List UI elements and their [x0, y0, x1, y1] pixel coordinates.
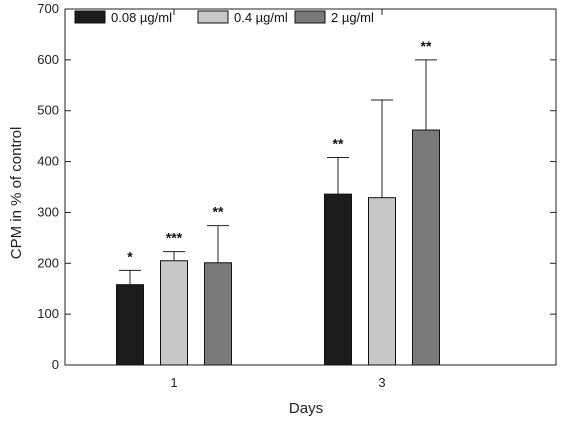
y-tick-label: 400 — [37, 154, 59, 169]
bar — [412, 129, 440, 366]
legend-swatch — [197, 10, 229, 24]
bar — [324, 193, 352, 366]
y-tick-label: 700 — [37, 1, 59, 16]
y-tick-label: 600 — [37, 52, 59, 67]
x-axis-title: Days — [289, 400, 323, 417]
significance-label: ** — [333, 136, 344, 152]
bar — [116, 284, 144, 366]
y-tick-label: 200 — [37, 255, 59, 270]
bar — [368, 197, 396, 366]
bar — [160, 260, 188, 366]
significance-label: *** — [166, 230, 183, 246]
y-tick-label: 100 — [37, 306, 59, 321]
legend-label: 2 µg/ml — [331, 10, 374, 25]
legend-swatch — [294, 10, 326, 24]
x-tick-label: 1 — [170, 375, 177, 390]
plot-frame — [64, 8, 557, 366]
y-axis-title: CPM in % of control — [8, 127, 25, 260]
legend-label: 0.08 µg/ml — [111, 10, 172, 25]
significance-label: * — [127, 248, 133, 264]
legend-swatch — [74, 10, 106, 24]
y-tick-label: 300 — [37, 204, 59, 219]
legend-label: 0.4 µg/ml — [234, 10, 288, 25]
significance-label: ** — [213, 204, 224, 220]
y-tick-label: 0 — [52, 357, 59, 372]
bar — [204, 262, 232, 366]
x-tick-label: 3 — [378, 375, 385, 390]
y-tick-label: 500 — [37, 103, 59, 118]
significance-label: ** — [421, 38, 432, 54]
